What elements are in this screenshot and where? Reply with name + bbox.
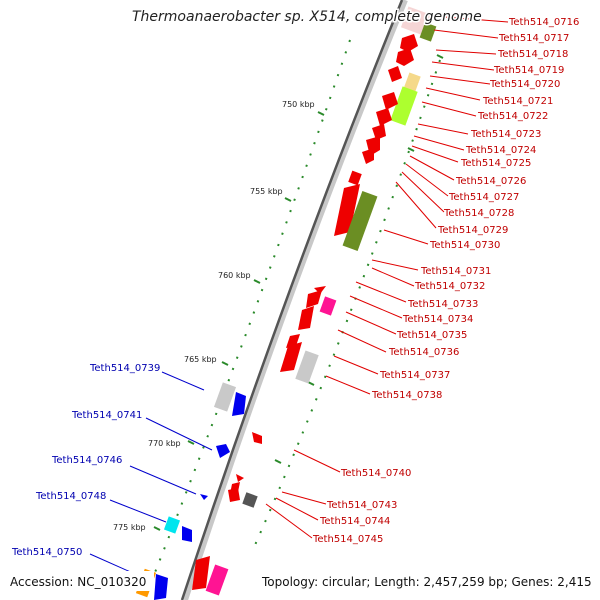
gene-feature-0746: [200, 494, 208, 500]
gene-label-0741: Teth514_0741: [71, 410, 142, 421]
footer-accession-bg: [6, 571, 154, 591]
kbp-label-750: 750 kbp: [282, 100, 315, 109]
gene-label-0744: Teth514_0744: [319, 516, 390, 527]
gene-label-0726: Teth514_0726: [455, 176, 526, 187]
gene-feature-0748a: [163, 516, 181, 534]
kbp-label-775: 775 kbp: [113, 523, 146, 532]
gene-feature-0732: [314, 286, 326, 294]
gene-label-0723: Teth514_0723: [470, 129, 541, 140]
gene-label-0730: Teth514_0730: [429, 240, 500, 251]
gene-label-0725: Teth514_0725: [460, 158, 531, 169]
kbp-tick-marks: [153, 54, 444, 531]
kbp-label-770: 770 kbp: [148, 439, 181, 448]
gene-feature-0730: [342, 191, 378, 251]
gene-label-0727: Teth514_0727: [448, 192, 519, 203]
gene-label-0719: Teth514_0719: [493, 65, 564, 76]
gene-feature-0719: [396, 48, 414, 66]
gene-label-0720: Teth514_0720: [489, 79, 560, 90]
right-gene-labels: Teth514_0716 Teth514_0717 Teth514_0718 T…: [312, 17, 579, 545]
gene-label-0734: Teth514_0734: [402, 314, 473, 325]
gene-feature-0729: [334, 184, 360, 236]
gene-feature-0718: [400, 34, 418, 52]
gene-feature-0724: [376, 108, 392, 126]
accession-text: Accession: NC_010320: [10, 575, 146, 589]
gene-label-0750: Teth514_0750: [11, 547, 82, 558]
gene-feature-0745: [228, 488, 240, 502]
left-leader-lines: [89, 371, 213, 579]
gene-label-0739: Teth514_0739: [89, 363, 160, 374]
gene-feature-0750: [154, 574, 168, 600]
gene-feature-0734: [319, 296, 337, 316]
gene-feature-0733: [306, 290, 322, 308]
gene-feature-0737: [280, 342, 302, 372]
genome-backbone-line: [180, 0, 404, 600]
gene-feature-0741: [216, 444, 230, 458]
gene-label-0738: Teth514_0738: [371, 390, 442, 401]
footer-topology-bg: [256, 571, 596, 591]
gene-label-0718: Teth514_0718: [497, 49, 568, 60]
gene-feature-0728: [348, 170, 362, 186]
gene-label-0729: Teth514_0729: [437, 225, 508, 236]
gene-feature-0745b: [242, 492, 258, 508]
gene-label-0743: Teth514_0743: [326, 500, 397, 511]
gene-feature-0723: [382, 92, 398, 110]
gene-label-0721: Teth514_0721: [482, 96, 553, 107]
left-gene-labels: Teth514_0739 Teth514_0741 Teth514_0746 T…: [11, 363, 160, 558]
genome-backbone: [182, 0, 408, 600]
topology-text: Topology: circular; Length: 2,457,259 bp…: [261, 575, 592, 589]
gene-label-0717: Teth514_0717: [498, 33, 569, 44]
gene-feature-0739: [232, 392, 246, 416]
kbp-label-765: 765 kbp: [184, 355, 217, 364]
gene-feature-0717: [419, 22, 437, 42]
gene-label-0737: Teth514_0737: [379, 370, 450, 381]
gene-label-0731: Teth514_0731: [420, 266, 491, 277]
gene-label-0735: Teth514_0735: [396, 330, 467, 341]
gene-label-0716: Teth514_0716: [508, 17, 579, 28]
gene-label-0732: Teth514_0732: [414, 281, 485, 292]
gene-label-0746: Teth514_0746: [51, 455, 122, 466]
kbp-label-755: 755 kbp: [250, 187, 283, 196]
gene-feature-0748: [182, 526, 192, 542]
map-title: Thermoanaerobacter sp. X514, complete ge…: [132, 9, 482, 25]
kbp-label-760: 760 kbp: [218, 271, 251, 280]
gene-feature-0743: [236, 474, 244, 482]
gene-label-0724: Teth514_0724: [465, 145, 536, 156]
gene-label-0745: Teth514_0745: [312, 534, 383, 545]
gene-feature-0721: [390, 86, 418, 126]
gene-feature-0739a: [213, 382, 237, 412]
forward-strand-genes: [192, 6, 437, 596]
gene-feature-0740: [252, 432, 262, 444]
gene-feature-0725: [372, 124, 386, 140]
gene-feature-0738: [295, 350, 319, 384]
gene-feature-0722: [388, 66, 402, 82]
gene-label-0733: Teth514_0733: [407, 299, 478, 310]
gene-feature-bottom-red: [192, 556, 210, 590]
gene-label-0728: Teth514_0728: [443, 208, 514, 219]
gene-label-0740: Teth514_0740: [340, 468, 411, 479]
gene-label-0748: Teth514_0748: [35, 491, 106, 502]
gene-feature-bottom-magenta: [205, 564, 229, 596]
gene-feature-0735: [298, 306, 314, 330]
gene-label-0722: Teth514_0722: [477, 111, 548, 122]
right-leader-lines: [265, 15, 509, 539]
gene-label-0736: Teth514_0736: [388, 347, 459, 358]
gene-feature-0727: [362, 148, 374, 164]
